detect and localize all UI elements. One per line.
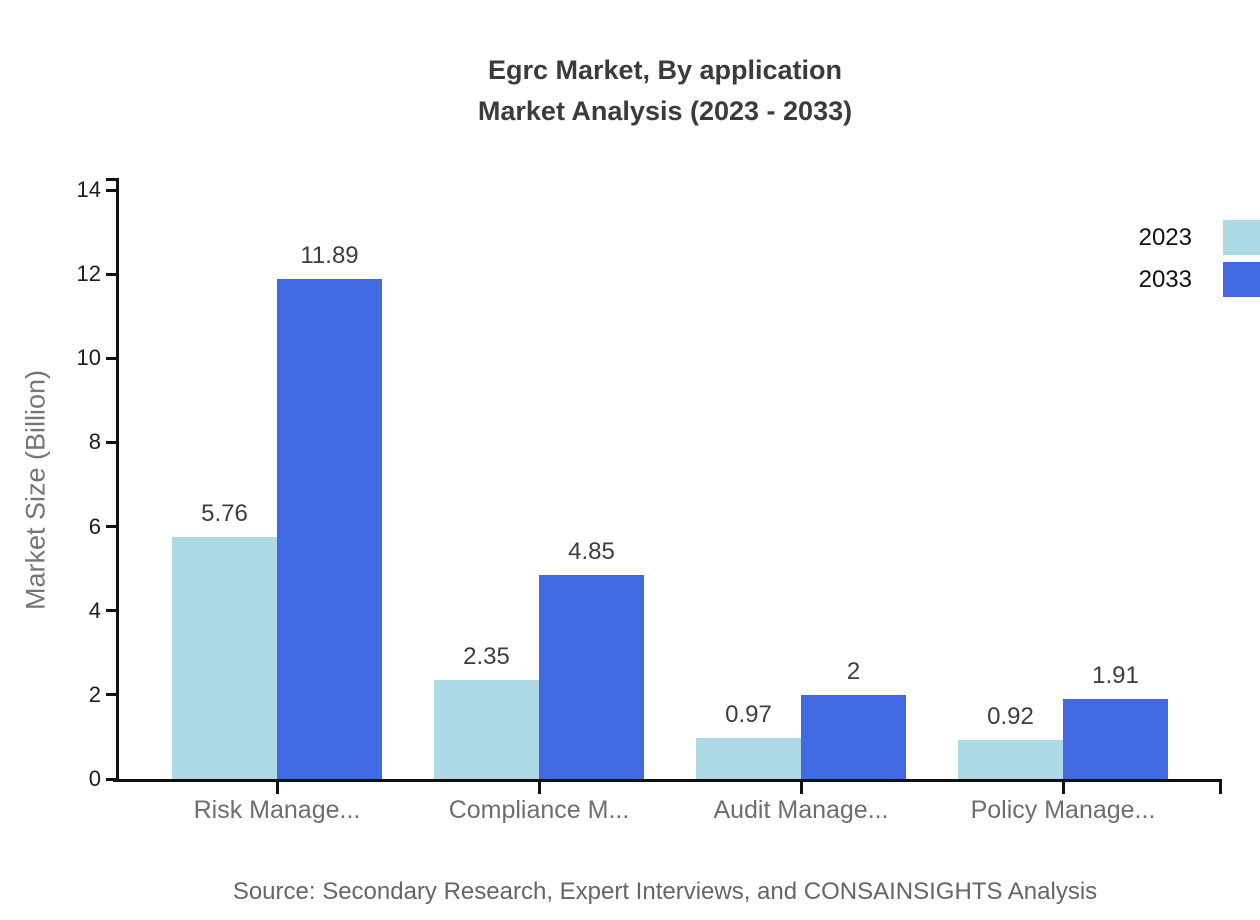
bar-value-label: 11.89	[300, 241, 359, 269]
bar-2033-compliance-m	[539, 574, 644, 779]
bar-value-label: 0.97	[725, 701, 772, 729]
bar-2033-policy-manage	[1063, 698, 1168, 779]
y-axis-tick-label: 14	[76, 177, 101, 202]
y-axis-tick-label: 2	[88, 681, 101, 707]
bar-value-label: 2	[846, 657, 861, 685]
y-axis-line	[116, 178, 119, 782]
chart-title: Egrc Market, By application Market Analy…	[70, 50, 1260, 132]
y-axis-end-cap	[106, 178, 116, 181]
x-axis-tick	[275, 782, 279, 794]
x-category-label: Policy Manage...	[970, 796, 1156, 824]
x-category-label: Compliance M...	[448, 796, 630, 824]
y-axis-tick-label: 10	[76, 345, 101, 371]
x-axis-tick	[799, 782, 803, 794]
x-category-label: Audit Manage...	[713, 796, 889, 824]
bar-value-label: 4.85	[568, 537, 615, 565]
bar-value-label: 0.92	[987, 703, 1034, 731]
y-axis-tick-label: 6	[88, 513, 101, 539]
bar-value-label: 5.76	[201, 499, 248, 527]
bar-2033-audit-manage	[801, 694, 906, 779]
source-note: Source: Secondary Research, Expert Inter…	[232, 878, 1098, 905]
y-axis-tick	[106, 272, 116, 276]
y-axis-tick-label: 0	[88, 766, 101, 791]
bar-2023-risk-manage	[172, 536, 277, 779]
legend-label: 2023	[1138, 223, 1192, 251]
legend-item-2023: 2023	[1139, 220, 1260, 255]
x-axis-line	[113, 779, 1222, 782]
y-axis-tick	[106, 440, 116, 444]
bar-2023-compliance-m	[434, 680, 539, 779]
x-category-label: Risk Manage...	[193, 796, 361, 824]
y-axis-tick	[106, 693, 116, 697]
legend-label: 2033	[1138, 265, 1192, 293]
x-axis-end-cap	[1219, 782, 1222, 794]
chart-title-line2: Market Analysis (2023 - 2033)	[477, 96, 853, 126]
x-axis-tick	[1061, 782, 1065, 794]
bar-2023-policy-manage	[958, 740, 1063, 779]
bar-2033-risk-manage	[277, 278, 382, 779]
legend-item-2033: 2033	[1139, 262, 1260, 297]
bar-value-label: 1.91	[1092, 661, 1139, 689]
legend-swatch	[1223, 262, 1260, 297]
y-axis-title: Market Size (Billion)	[20, 369, 51, 611]
y-axis-tick-label: 8	[88, 429, 101, 455]
legend-swatch	[1223, 220, 1260, 255]
x-axis-tick	[537, 782, 541, 794]
y-axis-tick	[106, 609, 116, 613]
y-axis-tick-label: 4	[88, 597, 101, 623]
y-axis-tick	[106, 356, 116, 360]
y-axis-tick	[106, 777, 116, 781]
y-axis-tick	[106, 188, 116, 192]
bar-value-label: 2.35	[463, 643, 510, 671]
y-axis-tick	[106, 525, 116, 529]
bar-2023-audit-manage	[696, 738, 801, 779]
chart-title-line1: Egrc Market, By application	[487, 55, 843, 85]
y-axis-tick-label: 12	[76, 261, 101, 287]
